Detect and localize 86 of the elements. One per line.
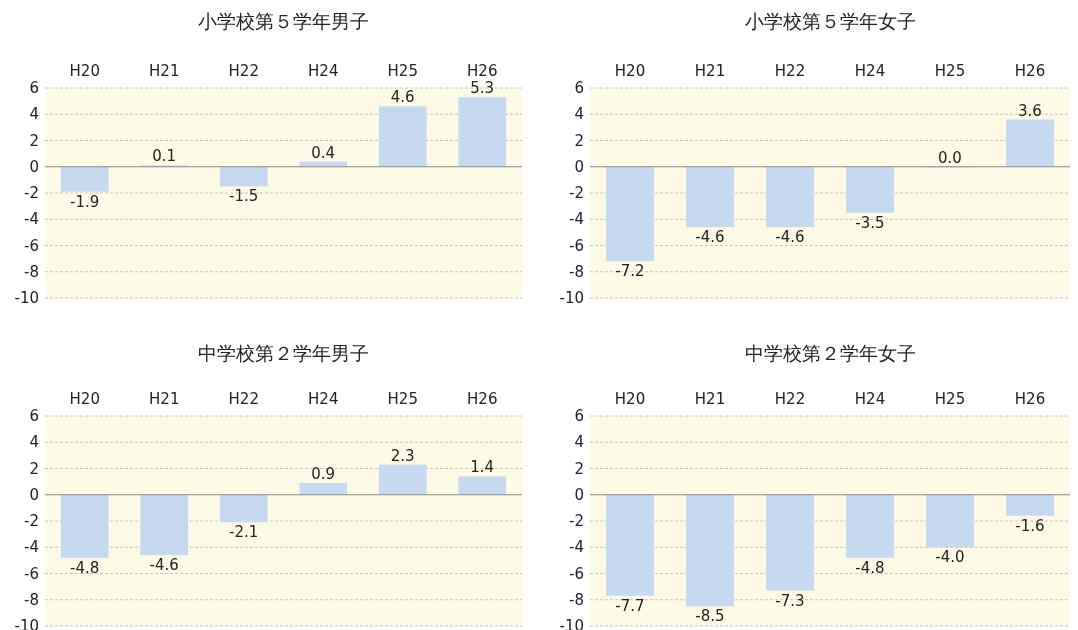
- x-tick-label: H21: [149, 390, 180, 408]
- x-tick-label: H22: [228, 390, 259, 408]
- y-tick-label: -4: [24, 538, 39, 557]
- x-tick-label: H25: [934, 62, 966, 80]
- y-tick-label: -8: [569, 262, 584, 281]
- y-tick-label: 4: [574, 105, 584, 124]
- data-label: -3.5: [855, 213, 885, 232]
- data-label: 0.0: [938, 148, 962, 167]
- y-tick-label: -10: [14, 289, 39, 307]
- x-tick-label: H24: [308, 62, 339, 80]
- x-tick-label: H25: [934, 390, 966, 408]
- data-label: -1.6: [1015, 516, 1045, 535]
- x-tick-label: H25: [387, 390, 418, 408]
- y-tick-label: 6: [574, 407, 584, 425]
- y-tick-label: 2: [574, 131, 584, 150]
- x-tick-label: H26: [467, 62, 498, 80]
- y-tick-label: -8: [569, 590, 584, 609]
- x-tick-label: H20: [69, 62, 100, 80]
- x-tick-label: H24: [854, 62, 886, 80]
- x-tick-label: H22: [774, 390, 806, 408]
- data-label: -4.0: [935, 548, 965, 567]
- y-tick-label: -2: [24, 512, 39, 530]
- y-tick-label: 2: [29, 131, 39, 150]
- chart-title: 中学校第２学年女子: [744, 342, 916, 364]
- y-tick-label: -10: [559, 289, 584, 307]
- x-tick-label: H26: [1014, 62, 1046, 80]
- data-label: -7.7: [615, 596, 645, 615]
- data-label: -4.6: [695, 228, 725, 247]
- y-tick-label: 0: [574, 485, 584, 504]
- y-tick-label: -4: [24, 210, 39, 229]
- y-tick-label: 0: [574, 157, 584, 176]
- y-tick-label: -6: [24, 564, 39, 583]
- data-label: 1.4: [470, 458, 495, 477]
- y-tick-label: 0: [29, 157, 39, 176]
- x-tick-label: H24: [854, 390, 886, 408]
- data-label: -7.3: [775, 591, 805, 610]
- chart-title: 小学校第５学年女子: [744, 10, 916, 32]
- y-tick-label: 6: [29, 79, 39, 97]
- chart-title: 小学校第５学年男子: [198, 10, 369, 32]
- y-tick-label: -2: [569, 512, 584, 530]
- x-tick-label: H21: [149, 62, 180, 80]
- y-tick-label: 2: [29, 459, 39, 478]
- y-tick-label: -4: [569, 210, 584, 229]
- data-label: -4.8: [855, 558, 885, 577]
- data-label: 0.1: [152, 147, 177, 166]
- data-label: 4.6: [390, 88, 415, 107]
- y-tick-label: -6: [569, 236, 584, 255]
- x-tick-label: H26: [1014, 390, 1046, 408]
- x-tick-label: H24: [308, 390, 339, 408]
- y-tick-label: -2: [24, 184, 39, 202]
- y-tick-label: -6: [569, 564, 584, 583]
- y-tick-label: 4: [29, 433, 39, 452]
- data-label: -1.9: [70, 192, 100, 211]
- data-label: -2.1: [229, 523, 259, 542]
- data-label: -7.2: [615, 262, 645, 281]
- y-tick-label: 2: [574, 459, 584, 478]
- y-tick-label: -2: [569, 184, 584, 202]
- y-tick-label: -8: [24, 262, 39, 281]
- y-tick-label: 4: [574, 433, 584, 452]
- x-tick-label: H20: [614, 62, 646, 80]
- y-tick-label: 0: [29, 485, 39, 504]
- x-tick-label: H20: [614, 390, 646, 408]
- y-tick-label: 6: [29, 407, 39, 425]
- x-tick-label: H22: [774, 62, 806, 80]
- x-tick-label: H22: [228, 62, 259, 80]
- y-tick-label: -8: [24, 590, 39, 609]
- data-label: -4.6: [149, 556, 179, 575]
- x-tick-label: H21: [694, 62, 726, 80]
- y-tick-label: 6: [574, 79, 584, 97]
- y-tick-label: -4: [569, 538, 584, 557]
- data-label: -8.5: [695, 607, 725, 626]
- data-label: 3.6: [1018, 101, 1042, 120]
- data-label: 2.3: [390, 446, 415, 465]
- x-tick-label: H20: [69, 390, 100, 408]
- data-label: 0.4: [311, 143, 336, 162]
- data-label: 5.3: [470, 79, 495, 98]
- x-tick-label: H25: [387, 62, 418, 80]
- x-tick-label: H26: [467, 390, 498, 408]
- y-tick-label: -6: [24, 236, 39, 255]
- x-tick-label: H21: [694, 390, 726, 408]
- data-label: -4.6: [775, 228, 805, 247]
- chart-title: 中学校第２学年男子: [198, 342, 369, 364]
- y-tick-label: 4: [29, 105, 39, 124]
- data-label: -1.5: [229, 187, 259, 206]
- data-label: 0.9: [311, 464, 336, 483]
- data-label: -4.8: [70, 558, 100, 577]
